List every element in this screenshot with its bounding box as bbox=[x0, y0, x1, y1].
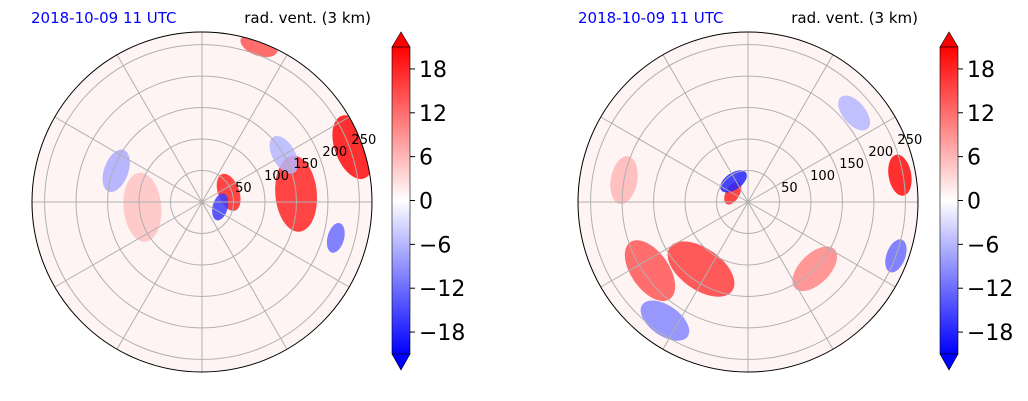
colorbar-tick-label: 0 bbox=[419, 190, 433, 215]
field-feature bbox=[212, 193, 229, 221]
angular-grid-line bbox=[54, 116, 203, 203]
colorbar-extend-top bbox=[391, 31, 411, 48]
radial-tick-labels: 50 100 150 200 250 bbox=[235, 133, 376, 196]
title-right: rad. vent. (3 km) bbox=[244, 9, 371, 27]
radial-tick-label: 100 bbox=[264, 169, 289, 184]
colorbar-extend-top bbox=[939, 31, 959, 48]
colorbar-tick-label: 18 bbox=[419, 58, 447, 83]
radial-tick-label: 200 bbox=[322, 145, 347, 160]
polar-border bbox=[31, 31, 373, 373]
angular-grid-line bbox=[747, 201, 834, 350]
field-feature bbox=[838, 95, 871, 131]
radial-tick-label: 100 bbox=[810, 169, 835, 184]
colorbar-tick-label: 12 bbox=[419, 102, 447, 127]
colorbar-tick-label: −18 bbox=[419, 321, 465, 346]
colorbar-extend-bottom bbox=[939, 353, 959, 371]
title-right: rad. vent. (3 km) bbox=[791, 9, 918, 27]
title-left: 2018-10-09 11 UTC bbox=[578, 9, 724, 27]
panel-left: 50 100 150 200 250 2018-10-09 11 UTC rad. ve… bbox=[31, 9, 465, 373]
colorbar-body bbox=[391, 46, 411, 355]
radial-tick-label: 250 bbox=[897, 133, 922, 148]
field-feature bbox=[326, 222, 345, 253]
field-feature bbox=[123, 172, 162, 242]
field-feature bbox=[888, 154, 912, 196]
colorbar-ticks: 18 12 6 0 −6 −12 −18 bbox=[958, 58, 1013, 346]
title-left: 2018-10-09 11 UTC bbox=[31, 9, 177, 27]
colorbar-tick-label: 12 bbox=[967, 102, 995, 127]
angular-grid-line bbox=[600, 201, 749, 288]
polar-grid bbox=[32, 32, 372, 372]
angular-grid-line bbox=[662, 201, 749, 350]
field-feature bbox=[640, 300, 690, 341]
field-feature bbox=[624, 240, 676, 301]
angular-grid-line bbox=[747, 201, 896, 288]
colorbar-ticks: 18 12 6 0 −6 −12 −18 bbox=[410, 58, 465, 346]
colorbar-body bbox=[939, 46, 959, 355]
panel-right: 50 100 150 200 250 2018-10-09 11 UTC rad. ve… bbox=[577, 9, 1013, 373]
colorbar-tick-label: 6 bbox=[419, 146, 433, 171]
colorbar: 18 12 6 0 −6 −12 −18 bbox=[939, 31, 1013, 371]
angular-grid-line bbox=[600, 116, 749, 203]
polar-border bbox=[577, 31, 919, 373]
angular-grid-line bbox=[201, 54, 288, 203]
colorbar-tick-label: −6 bbox=[419, 233, 451, 258]
angular-grid-line bbox=[747, 54, 834, 203]
polar-grid bbox=[578, 32, 918, 372]
radial-tick-label: 50 bbox=[235, 181, 252, 196]
radial-tick-label: 150 bbox=[293, 157, 318, 172]
field-layer bbox=[610, 95, 912, 341]
radial-tick-label: 200 bbox=[868, 145, 893, 160]
colorbar-tick-label: −12 bbox=[419, 277, 465, 302]
radial-tick-label: 150 bbox=[839, 157, 864, 172]
angular-grid-line bbox=[662, 54, 749, 203]
colorbar: 18 12 6 0 −6 −12 −18 bbox=[391, 31, 465, 371]
field-feature bbox=[720, 170, 747, 193]
colorbar-tick-label: −18 bbox=[967, 321, 1013, 346]
angular-grid-line bbox=[747, 116, 896, 203]
colorbar-tick-label: 6 bbox=[967, 146, 981, 171]
radial-tick-label: 50 bbox=[781, 181, 798, 196]
angular-grid-line bbox=[201, 116, 350, 203]
angular-grid-line bbox=[54, 201, 203, 288]
field-feature bbox=[667, 241, 735, 297]
colorbar-tick-label: 18 bbox=[967, 58, 995, 83]
radial-tick-label: 250 bbox=[351, 133, 376, 148]
angular-grid-line bbox=[201, 201, 350, 288]
colorbar-tick-label: −12 bbox=[967, 277, 1013, 302]
colorbar-tick-label: −6 bbox=[967, 233, 999, 258]
colorbar-tick-label: 0 bbox=[967, 190, 981, 215]
colorbar-extend-bottom bbox=[391, 353, 411, 371]
radial-tick-labels: 50 100 150 200 250 bbox=[781, 133, 922, 196]
angular-grid-line bbox=[116, 201, 203, 350]
angular-grid-line bbox=[116, 54, 203, 203]
angular-grid-line bbox=[201, 201, 288, 350]
